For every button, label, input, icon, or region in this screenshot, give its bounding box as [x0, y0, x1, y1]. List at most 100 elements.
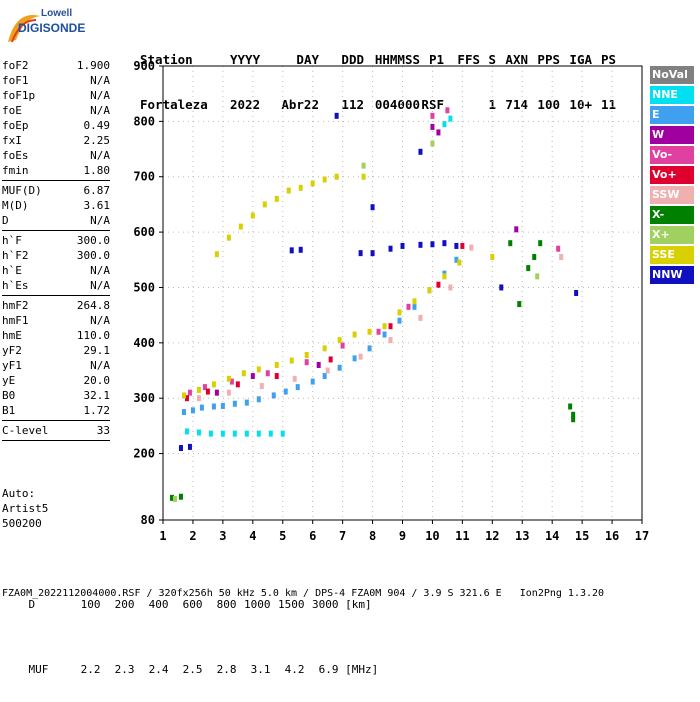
- legend-entry: NNW: [650, 266, 694, 284]
- divider: [2, 230, 110, 231]
- param-value: N/A: [90, 314, 110, 327]
- data-point-vo-: [304, 359, 309, 366]
- data-point-e: [271, 392, 276, 399]
- muf-value: 3.1: [250, 663, 271, 676]
- data-point-nnw: [574, 290, 579, 296]
- param-name: M(D): [2, 199, 29, 212]
- legend-entry: W: [650, 126, 694, 144]
- param-name: hmF1: [2, 314, 29, 327]
- hdr-label-day: DAY: [296, 52, 319, 67]
- data-point-e: [397, 317, 402, 324]
- param-name: foEp: [2, 119, 29, 132]
- x-tick-label: 14: [545, 529, 559, 543]
- data-point-ssw: [292, 375, 297, 382]
- data-point-sse: [214, 251, 219, 258]
- param-name: h`E: [2, 264, 22, 277]
- hdr-value-pps: 100: [537, 97, 560, 112]
- param-value: 1.80: [83, 164, 111, 177]
- data-point-sse: [211, 381, 216, 388]
- data-point-e: [220, 402, 225, 409]
- data-point-ssw: [559, 254, 564, 261]
- y-tick-label: 700: [133, 170, 155, 184]
- muf-value: 2.2: [80, 663, 101, 676]
- y-tick-label: 500: [133, 280, 155, 294]
- data-point-nnw: [418, 241, 423, 248]
- hdr-label-s: S: [488, 52, 496, 67]
- data-point-sse: [286, 187, 291, 194]
- logo-swoosh-icon: [8, 15, 40, 43]
- data-point-x-: [172, 495, 177, 502]
- y-tick-label: 800: [133, 114, 155, 128]
- data-point-sse: [256, 366, 261, 373]
- data-point-vo-: [430, 112, 435, 119]
- header-labels-row: Station YYYY DAY DDD HHMMSS P1 FFS S AXN…: [140, 52, 616, 67]
- param-value: 300.0: [76, 234, 110, 247]
- data-point-x-: [571, 411, 576, 418]
- param-row: yF1 N/A: [2, 358, 110, 373]
- x-tick-label: 8: [369, 529, 376, 543]
- hdr-value-station: Fortaleza: [140, 97, 208, 112]
- muf-row-label: MUF: [28, 663, 49, 676]
- param-name: B0: [2, 389, 16, 402]
- hdr-label-station: Station: [140, 52, 193, 67]
- data-point-ssw: [325, 367, 330, 374]
- muf-value: 2.5: [182, 663, 203, 676]
- param-name: yE: [2, 374, 16, 387]
- param-value: N/A: [90, 104, 110, 117]
- x-tick-label: 9: [399, 529, 406, 543]
- hdr-label-hhmmss: HHMMSS: [374, 52, 420, 67]
- param-name: MUF(D): [2, 184, 42, 197]
- muf-value: 2.3: [114, 663, 135, 676]
- data-point-e: [211, 403, 216, 410]
- legend-entry: SSE: [650, 246, 694, 264]
- param-name: h`Es: [2, 279, 29, 292]
- autoscaling-info: Auto: Artist5 500200: [2, 486, 48, 531]
- legend-entry: SSW: [650, 186, 694, 204]
- param-row: yF2 29.1: [2, 343, 110, 358]
- muf-value: 4.2: [284, 663, 305, 676]
- data-point-nne: [442, 121, 447, 128]
- y-tick-label: 200: [133, 447, 155, 461]
- data-point-e: [412, 303, 417, 310]
- param-value: 6.87: [83, 184, 111, 197]
- data-point-e: [199, 404, 204, 411]
- divider: [2, 180, 110, 181]
- param-row: MUF(D) 6.87: [2, 183, 110, 198]
- data-point-nne: [448, 115, 453, 122]
- param-name: foEs: [2, 149, 29, 162]
- data-point-vo-: [436, 281, 441, 288]
- y-tick-label: 300: [133, 391, 155, 405]
- data-point-vo-: [556, 245, 561, 252]
- data-point-e: [322, 373, 327, 380]
- param-value: N/A: [90, 214, 110, 227]
- param-row: foF1 N/A: [2, 73, 110, 88]
- data-point-sse: [250, 212, 255, 219]
- data-point-x-: [430, 140, 435, 147]
- data-point-sse: [442, 273, 447, 280]
- data-point-nne: [232, 430, 237, 437]
- param-name: D: [2, 214, 9, 227]
- data-point-nnw: [418, 148, 423, 155]
- data-point-sse: [298, 184, 303, 191]
- data-point-sse: [334, 173, 339, 180]
- param-value: N/A: [90, 89, 110, 102]
- param-name: yF2: [2, 344, 22, 357]
- legend-entry: NNE: [650, 86, 694, 104]
- params-group-confidence: C-level 33: [2, 423, 110, 438]
- param-value: N/A: [90, 279, 110, 292]
- data-point-nne: [208, 430, 213, 437]
- data-point-x-: [169, 494, 174, 501]
- data-point-w: [214, 389, 219, 396]
- legend-entry: X+: [650, 226, 694, 244]
- param-name: foF2: [2, 59, 29, 72]
- param-value: 1.72: [83, 404, 111, 417]
- param-value: 29.1: [83, 344, 111, 357]
- data-point-e: [337, 364, 342, 371]
- params-group-frequencies: foF2 1.900 foF1 N/A foF1p N/A foE N/A foEp 0.49 fx…: [2, 58, 110, 178]
- hdr-label-axn: AXN: [505, 52, 528, 67]
- data-point-w: [316, 361, 321, 368]
- data-point-sse: [289, 357, 294, 364]
- data-point-nnw: [289, 247, 294, 254]
- data-point-nnw: [334, 112, 339, 119]
- x-tick-label: 5: [279, 529, 286, 543]
